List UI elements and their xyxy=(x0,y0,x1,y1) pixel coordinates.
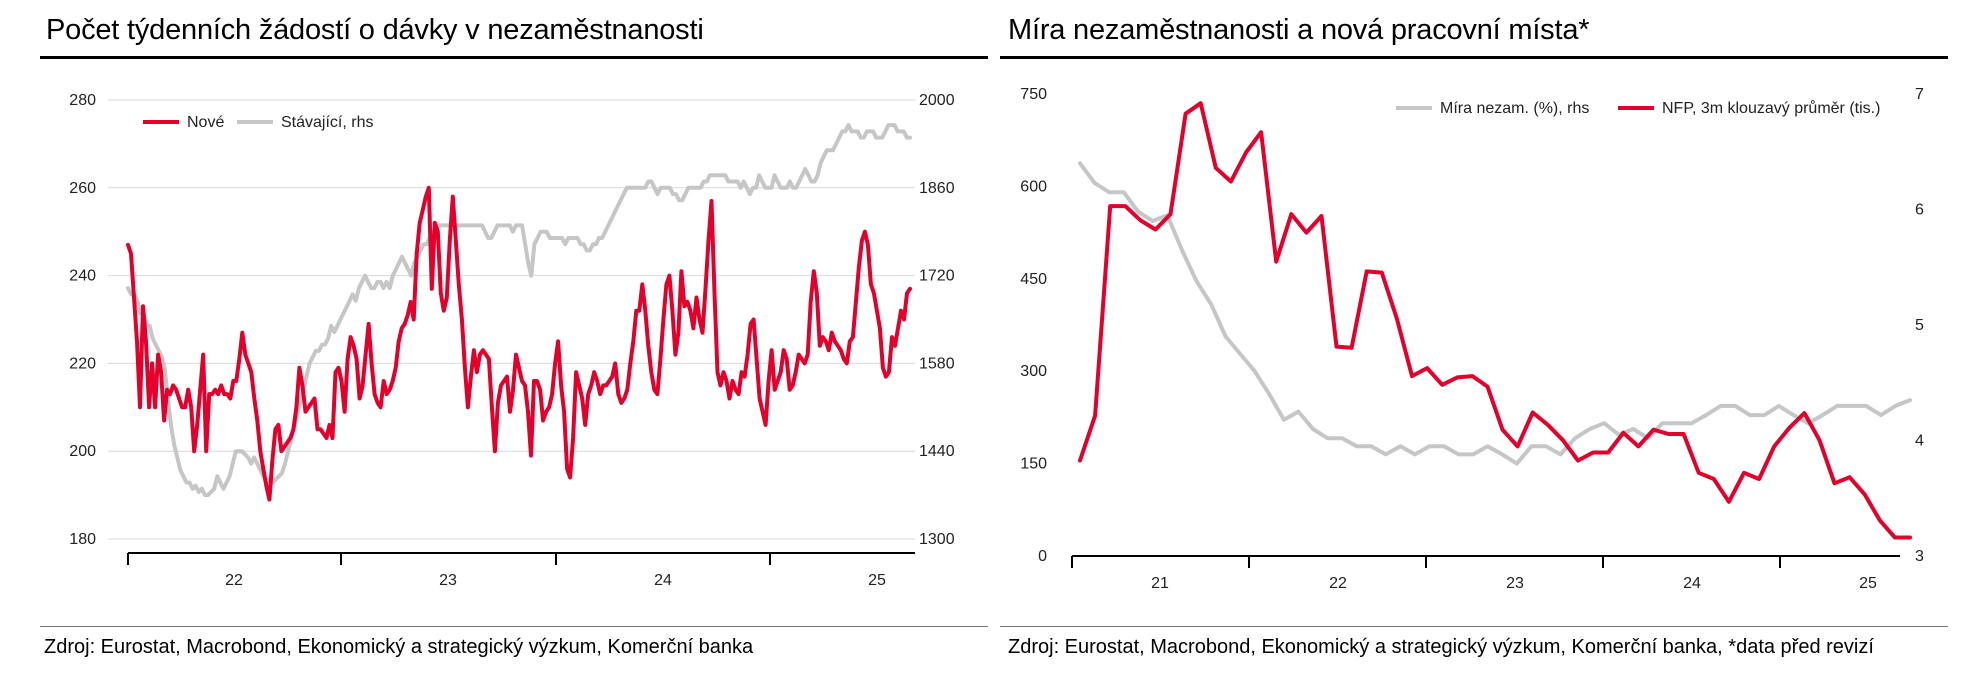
unemployment-chart: 0 150 300 450 600 750 3 4 5 6 7 21 22 23 24 25 Míra neza… xyxy=(1020,86,1924,592)
x-tick-label: 24 xyxy=(1683,575,1701,592)
series-line xyxy=(126,123,912,498)
y2-tick-label: 2000 xyxy=(919,92,955,109)
chart-title: Počet týdenních žádostí o dávky v nezamě… xyxy=(46,14,704,46)
x-tick-label: 24 xyxy=(654,572,672,589)
y-tick-label: 300 xyxy=(1020,363,1047,380)
y2-tick-label: 6 xyxy=(1915,202,1924,219)
legend-label: NFP, 3m klouzavý průměr (tis.) xyxy=(1662,99,1880,117)
y2-tick-label: 1580 xyxy=(919,355,955,372)
y-tick-label: 240 xyxy=(69,268,96,285)
x-tick-label: 23 xyxy=(1506,575,1524,592)
legend-label: Nové xyxy=(187,114,224,131)
series-line xyxy=(1078,101,1912,540)
y-tick-label: 750 xyxy=(1020,86,1047,103)
x-tick-label: 22 xyxy=(1329,575,1347,592)
footer-rule xyxy=(40,626,988,627)
legend-label: Míra nezam. (%), rhs xyxy=(1440,100,1589,117)
x-tick-label: 23 xyxy=(439,572,457,589)
y2-tick-label: 1300 xyxy=(919,531,955,548)
y-tick-label: 280 xyxy=(69,92,96,109)
series-line xyxy=(126,185,912,502)
title-rule xyxy=(1000,56,1948,59)
y2-tick-label: 1440 xyxy=(919,443,955,460)
x-tick-label: 25 xyxy=(868,572,886,589)
y2-tick-label: 5 xyxy=(1915,317,1924,334)
y-tick-label: 220 xyxy=(69,355,96,372)
y-tick-label: 200 xyxy=(69,443,96,460)
y-tick-label: 180 xyxy=(69,531,96,548)
y2-tick-label: 1860 xyxy=(919,180,955,197)
x-tick-label: 22 xyxy=(225,572,243,589)
panel-left: Počet týdenních žádostí o dávky v nezamě… xyxy=(40,14,988,658)
y-tick-label: 600 xyxy=(1020,178,1047,195)
claims-chart: 180 200 220 240 260 280 1300 1440 1580 1720 1860 20… xyxy=(69,92,955,589)
x-tick-label: 21 xyxy=(1151,575,1169,592)
y2-tick-label: 4 xyxy=(1915,433,1924,450)
y-tick-label: 260 xyxy=(69,180,96,197)
panel-right: Míra nezaměstnanosti a nová pracovní mís… xyxy=(1000,0,1976,674)
x-tick-label: 25 xyxy=(1859,575,1877,592)
series-line xyxy=(1078,161,1912,466)
y2-tick-label: 7 xyxy=(1915,86,1924,103)
title-rule xyxy=(40,56,988,59)
source-note: Zdroj: Eurostat, Macrobond, Ekonomický a… xyxy=(1008,636,1874,658)
y-tick-label: 150 xyxy=(1020,456,1047,473)
y-tick-label: 0 xyxy=(1038,548,1047,565)
y2-tick-label: 3 xyxy=(1915,548,1924,565)
legend-label: Stávající, rhs xyxy=(281,114,373,131)
y2-tick-label: 1720 xyxy=(919,268,955,285)
y-tick-label: 450 xyxy=(1020,271,1047,288)
footer-rule xyxy=(1000,626,1948,627)
source-note: Zdroj: Eurostat, Macrobond, Ekonomický a… xyxy=(44,636,754,658)
chart-title: Míra nezaměstnanosti a nová pracovní mís… xyxy=(1008,14,1590,46)
